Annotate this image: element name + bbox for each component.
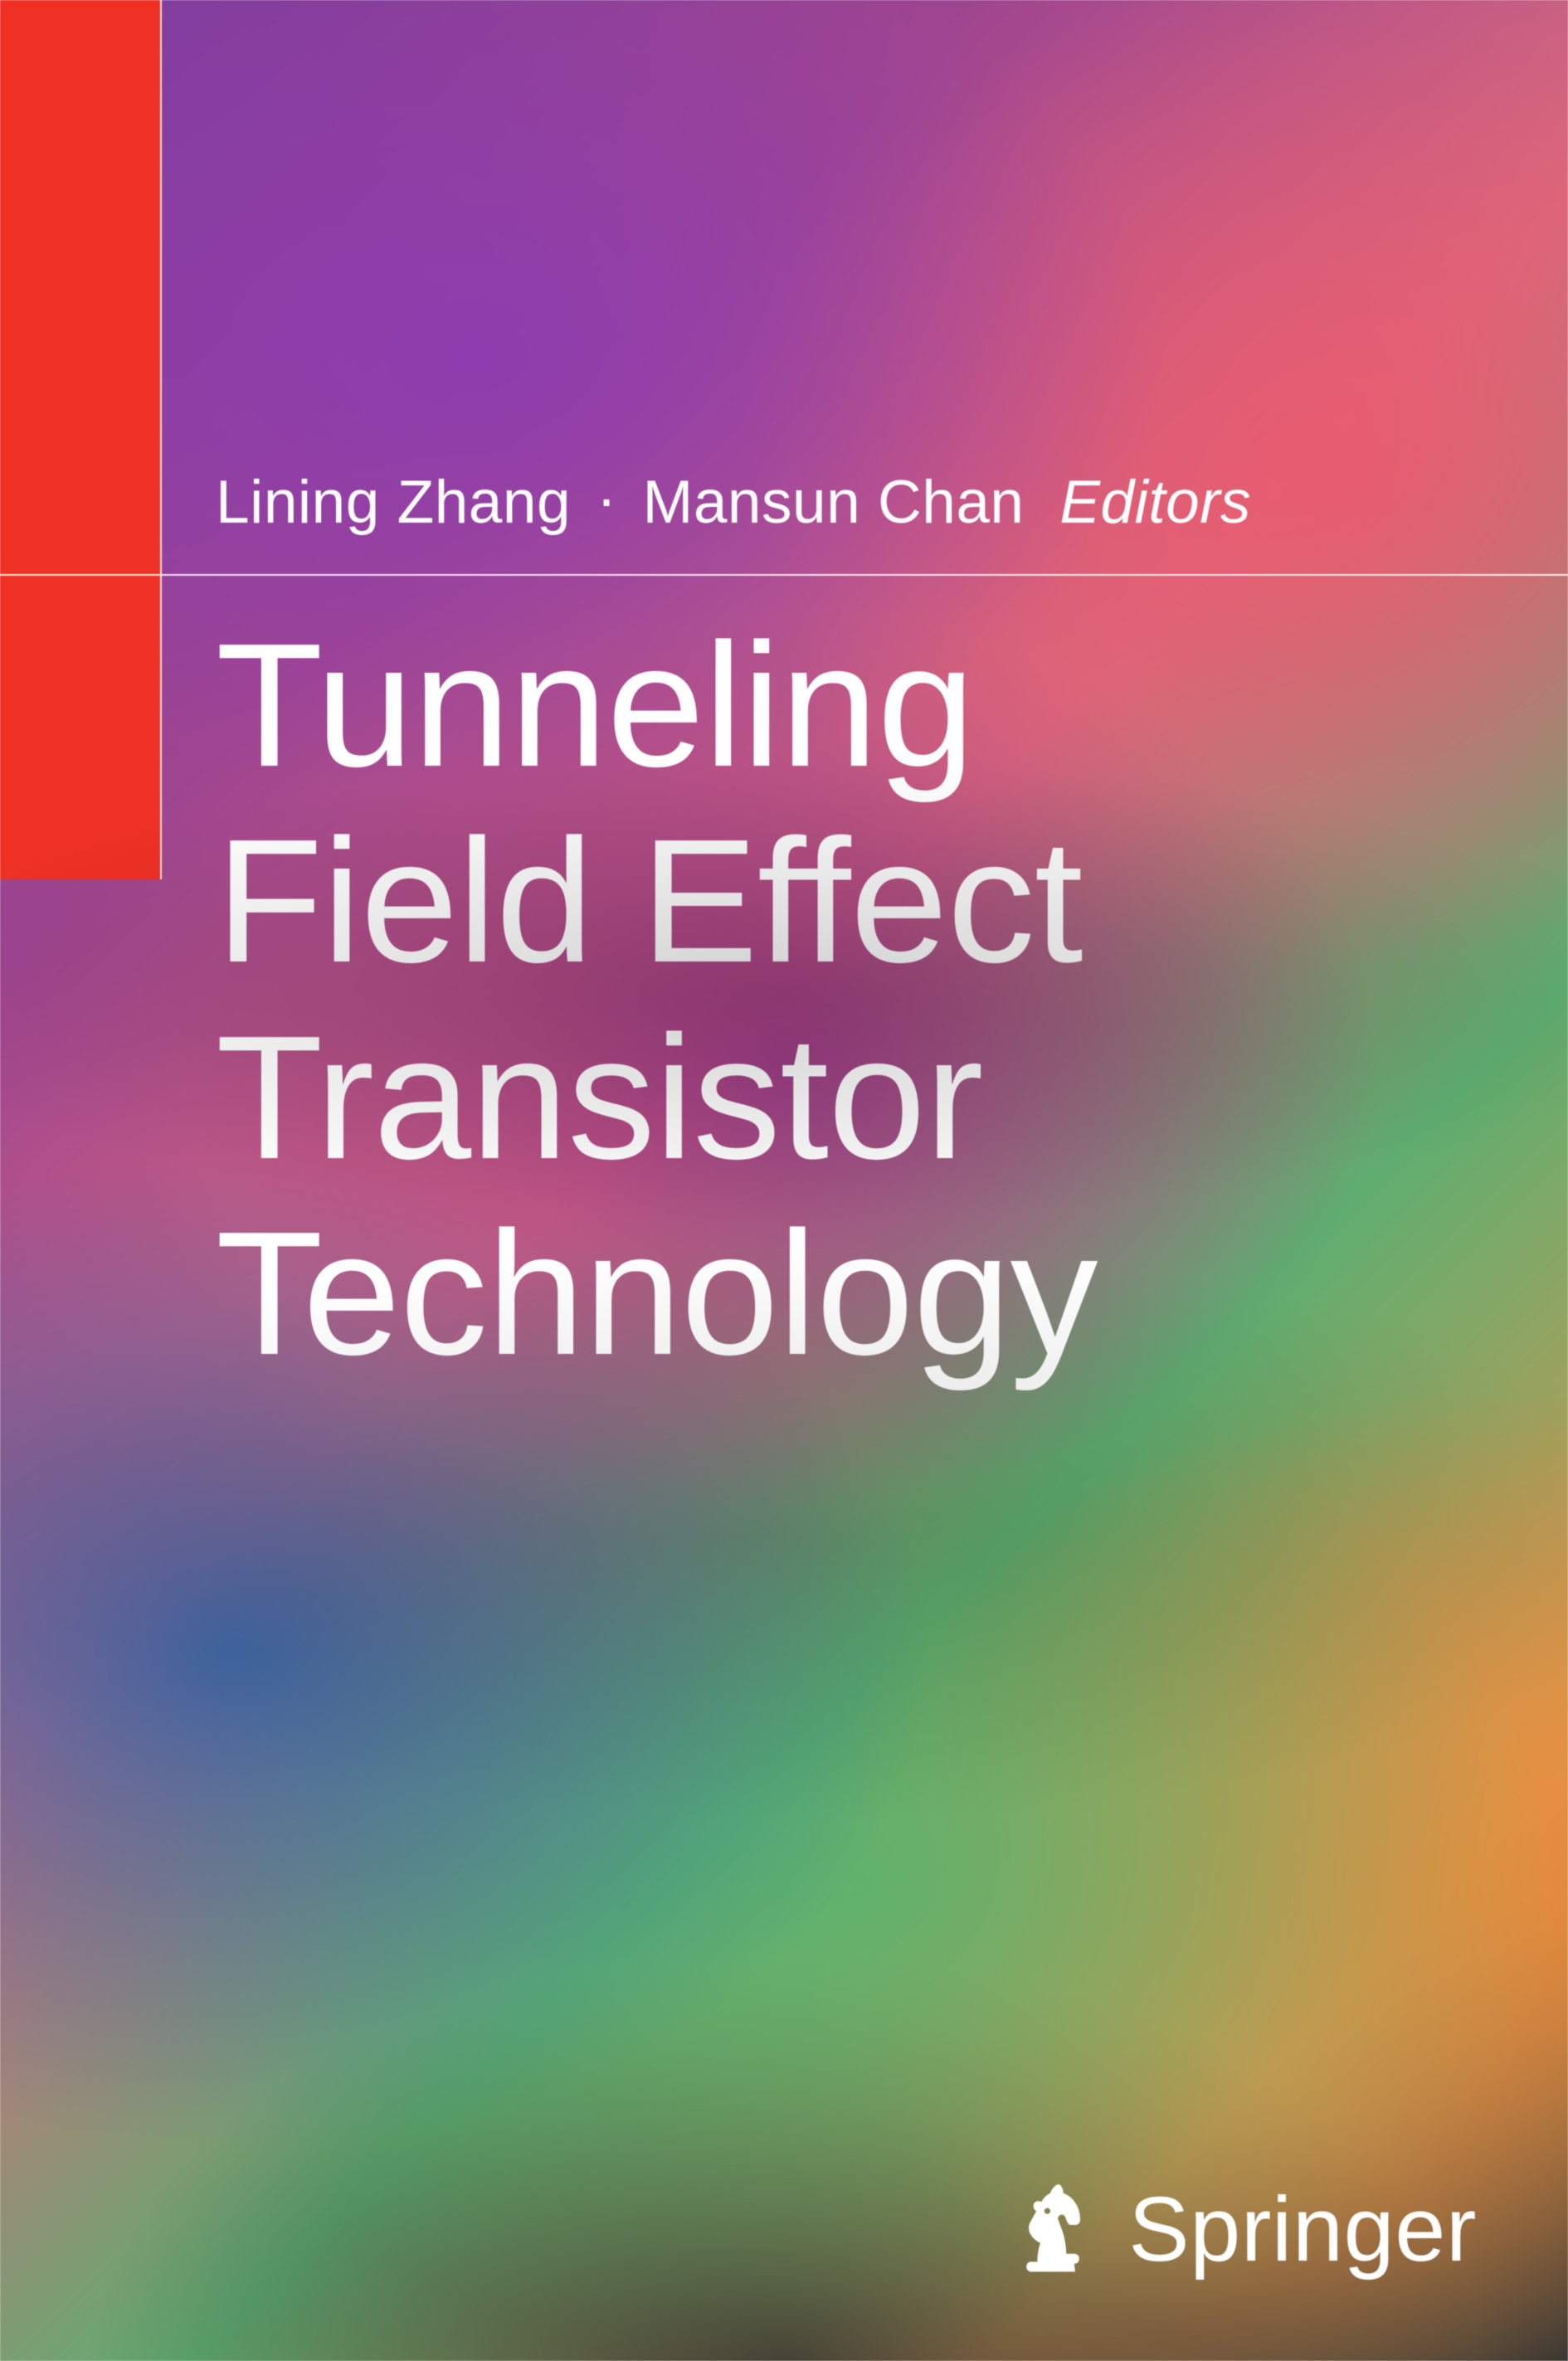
horizontal-rule xyxy=(0,574,1568,576)
springer-horse-icon xyxy=(1006,2180,1105,2280)
editors-line: Lining Zhang · Mansun Chan Editors xyxy=(216,468,1251,537)
book-title: Tunneling Field Effect Transistor Techno… xyxy=(216,607,1098,1392)
publisher-block: Springer xyxy=(1006,2177,1477,2282)
book-cover: Lining Zhang · Mansun Chan Editors Tunne… xyxy=(0,0,1568,2361)
editor-name-2: Mansun Chan xyxy=(643,469,1025,536)
publisher-name: Springer xyxy=(1128,2177,1477,2282)
editors-role: Editors xyxy=(1059,469,1251,536)
vertical-rule xyxy=(160,0,162,879)
title-line-1: Tunneling xyxy=(216,607,1098,803)
red-accent-strip xyxy=(0,0,162,879)
title-line-3: Transistor xyxy=(216,1000,1098,1195)
editor-name-1: Lining Zhang xyxy=(216,469,571,536)
dot-separator: · xyxy=(588,465,626,533)
title-line-4: Technology xyxy=(216,1195,1098,1391)
title-line-2: Field Effect xyxy=(216,803,1098,999)
